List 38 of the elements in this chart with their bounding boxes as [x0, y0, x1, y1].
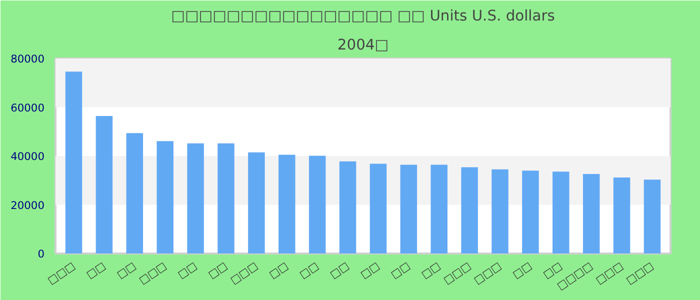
y-tick-label: 20000: [10, 198, 45, 212]
chart-title: □□□□□□□□□□□□□□□□ □□ Units U.S. dollars: [171, 8, 555, 24]
y-tick-label: 40000: [10, 150, 45, 163]
x-tick-label: □□: [358, 259, 382, 282]
bar: [187, 143, 204, 254]
bar: [126, 133, 144, 254]
x-tick-label: □□: [175, 259, 200, 282]
x-tick-label: □□: [510, 259, 534, 282]
x-tick-label: □□: [84, 259, 108, 282]
bar: [400, 164, 418, 254]
bar: [430, 164, 448, 254]
bar: [644, 180, 661, 254]
x-tick-label: □□: [327, 259, 352, 282]
y-tick-label: 0: [38, 248, 45, 260]
x-tick-label: □□: [114, 259, 138, 282]
bar: [370, 164, 387, 254]
bar: [461, 167, 478, 254]
x-tick-label: □□: [388, 259, 412, 282]
bar: [278, 154, 296, 254]
bar: [218, 143, 234, 254]
bar: [308, 156, 326, 254]
x-tick-label: □□: [418, 259, 443, 282]
bar: [492, 169, 508, 254]
bar: [156, 141, 174, 254]
chart-subtitle: 2004□: [337, 36, 389, 54]
bar: [522, 170, 539, 254]
x-tick-label: □□: [206, 259, 230, 282]
bar: [613, 177, 630, 254]
bar: [96, 116, 113, 254]
bar: [65, 72, 82, 254]
bar: [552, 172, 570, 254]
bar: [339, 161, 356, 254]
y-tick-label: 60000: [10, 101, 45, 114]
bar: [248, 152, 265, 254]
y-tick-label: 80000: [10, 52, 45, 66]
x-tick-label: □□: [297, 259, 322, 282]
bar: [582, 174, 600, 254]
x-tick-label: □□: [266, 259, 291, 282]
